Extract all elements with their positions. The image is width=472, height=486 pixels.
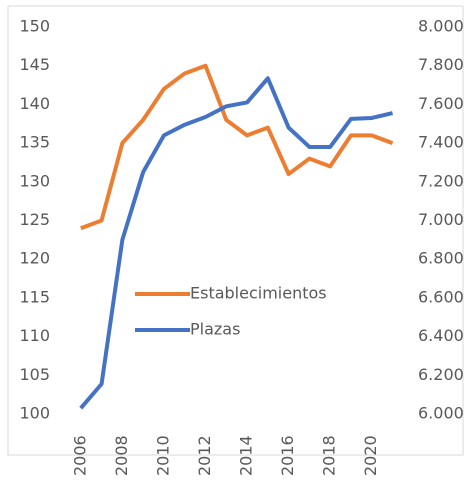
y-tick-label: 135 <box>19 133 50 152</box>
x-tick-label: 2016 <box>278 435 297 476</box>
y2-tick-label: 7.600 <box>418 94 464 113</box>
x-tick-label: 2010 <box>153 435 172 476</box>
series-line <box>80 63 394 231</box>
x-tick-label: 2008 <box>112 435 131 476</box>
y-tick-label: 125 <box>19 210 50 229</box>
y2-tick-label: 7.200 <box>418 171 464 190</box>
y-tick-label: 100 <box>19 404 50 423</box>
y-tick-label: 130 <box>19 171 50 190</box>
y-tick-label: 105 <box>19 365 50 384</box>
legend-label: Establecimientos <box>190 284 327 303</box>
chart-border <box>7 5 464 456</box>
y2-tick-label: 6.200 <box>418 365 464 384</box>
y-tick-label: 140 <box>19 94 50 113</box>
x-tick-label: 2020 <box>361 435 380 476</box>
x-tick-label: 2006 <box>70 435 89 476</box>
y-tick-label: 110 <box>19 326 50 345</box>
y2-tick-label: 6.800 <box>418 249 464 268</box>
x-tick-label: 2018 <box>320 435 339 476</box>
y2-tick-label: 7.800 <box>418 55 464 74</box>
y2-tick-label: 7.000 <box>418 210 464 229</box>
legend-label: Plazas <box>190 320 240 339</box>
y-tick-label: 150 <box>19 17 50 36</box>
series-line <box>79 76 393 410</box>
y2-tick-label: 6.400 <box>418 326 464 345</box>
y-tick-label: 120 <box>19 249 50 268</box>
y2-tick-label: 7.400 <box>418 133 464 152</box>
y-tick-label: 145 <box>19 55 50 74</box>
x-tick-label: 2014 <box>237 435 256 476</box>
y2-tick-label: 6.600 <box>418 287 464 306</box>
y-tick-label: 115 <box>19 287 50 306</box>
y2-tick-label: 6.000 <box>418 404 464 423</box>
x-tick-label: 2012 <box>195 435 214 476</box>
y2-tick-label: 8.000 <box>418 17 464 36</box>
